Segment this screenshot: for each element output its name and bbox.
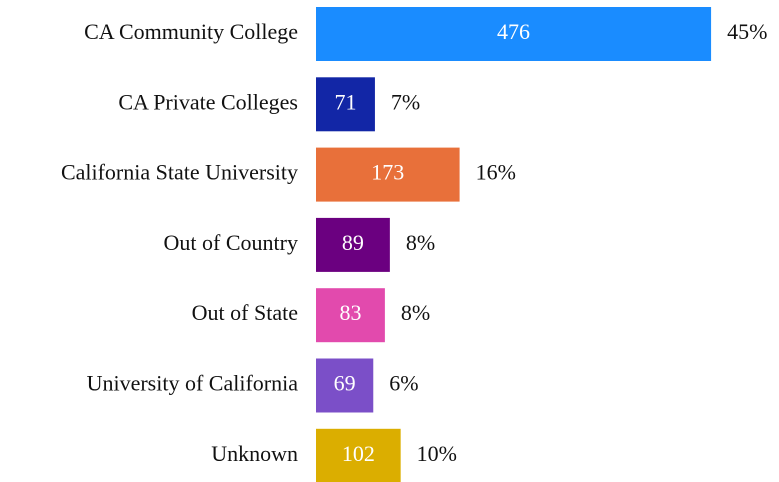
share-label: 16%: [476, 160, 516, 185]
value-label: 476: [497, 19, 530, 44]
value-label: 83: [339, 300, 361, 325]
value-label: 69: [334, 371, 356, 396]
category-label: CA Community College: [84, 19, 298, 44]
share-label: 8%: [401, 300, 430, 325]
value-label: 173: [371, 160, 404, 185]
bar: [316, 147, 460, 202]
category-label: Out of Country: [164, 230, 298, 255]
category-label: California State University: [61, 160, 298, 185]
bar: [316, 358, 374, 413]
category-label: CA Private Colleges: [118, 89, 298, 114]
bar: [316, 217, 390, 272]
share-label: 10%: [417, 441, 457, 466]
share-label: 6%: [389, 371, 418, 396]
value-label: 71: [334, 89, 356, 114]
share-label: 8%: [406, 230, 435, 255]
bar: [316, 7, 712, 61]
bar: [316, 428, 401, 482]
share-label: 45%: [727, 19, 767, 44]
value-label: 89: [342, 230, 364, 255]
bar: [316, 77, 375, 132]
category-label: University of California: [87, 371, 299, 396]
bar: [316, 288, 385, 343]
category-label: Out of State: [192, 300, 298, 325]
share-label: 7%: [391, 89, 420, 114]
category-label: Unknown: [211, 441, 298, 466]
value-label: 102: [342, 441, 375, 466]
